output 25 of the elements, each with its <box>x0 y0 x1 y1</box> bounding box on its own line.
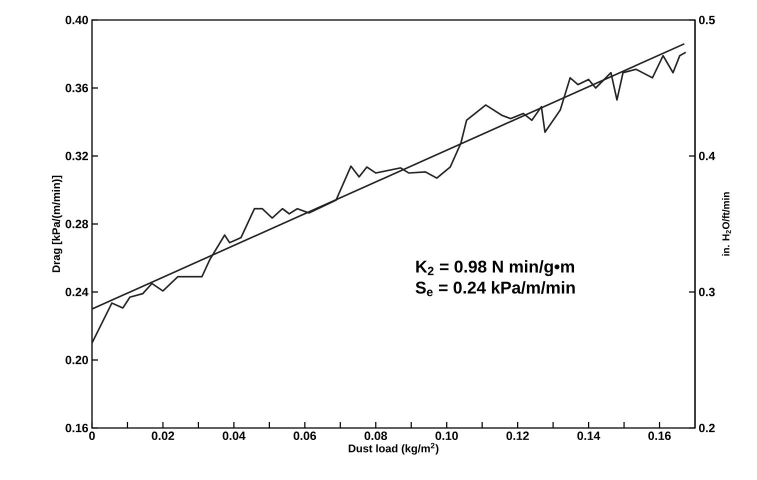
y2-tick-label: 0.5 <box>699 16 715 24</box>
x-tick-label: 0.04 <box>222 432 246 440</box>
y-tick-label: 0.32 <box>66 152 88 160</box>
x-tick-label: 0.08 <box>364 432 388 440</box>
x-tick-label: 0.14 <box>577 432 600 440</box>
y-tick-label: 0.40 <box>66 16 88 24</box>
x-axis-title: Dust load (kg/m$^{2}$) <box>348 442 438 455</box>
y2-tick-label: 0.2 <box>699 424 715 432</box>
y-tick-label: 0.16 <box>66 424 88 432</box>
y2-tick-label: 0.3 <box>699 288 715 296</box>
y2-tick-label: 0.4 <box>699 152 716 160</box>
x-tick-label: 0 <box>89 432 95 440</box>
x-tick-label: 0.10 <box>436 432 458 440</box>
y-tick-label: 0.24 <box>66 288 88 296</box>
y-tick-label: 0.36 <box>66 84 88 92</box>
y-axis-title: Drag [kPa/(m/min)] <box>52 176 62 272</box>
y2-axis-title: in. H$_{2}$O/ft/min <box>722 192 731 256</box>
y-tick-label: 0.20 <box>66 356 88 364</box>
y-tick-label: 0.28 <box>66 220 88 228</box>
x-tick-label: 0.02 <box>152 432 174 440</box>
x-tick-label: 0.12 <box>506 432 529 440</box>
x-tick-label: 0.06 <box>294 432 316 440</box>
x-tick-label: 0.16 <box>648 432 671 440</box>
annotation: K$_{2}$ = 0.98 N min/g•m <box>416 260 574 276</box>
annotation: S$_{e}$ = 0.24 kPa/m/min <box>416 281 575 296</box>
